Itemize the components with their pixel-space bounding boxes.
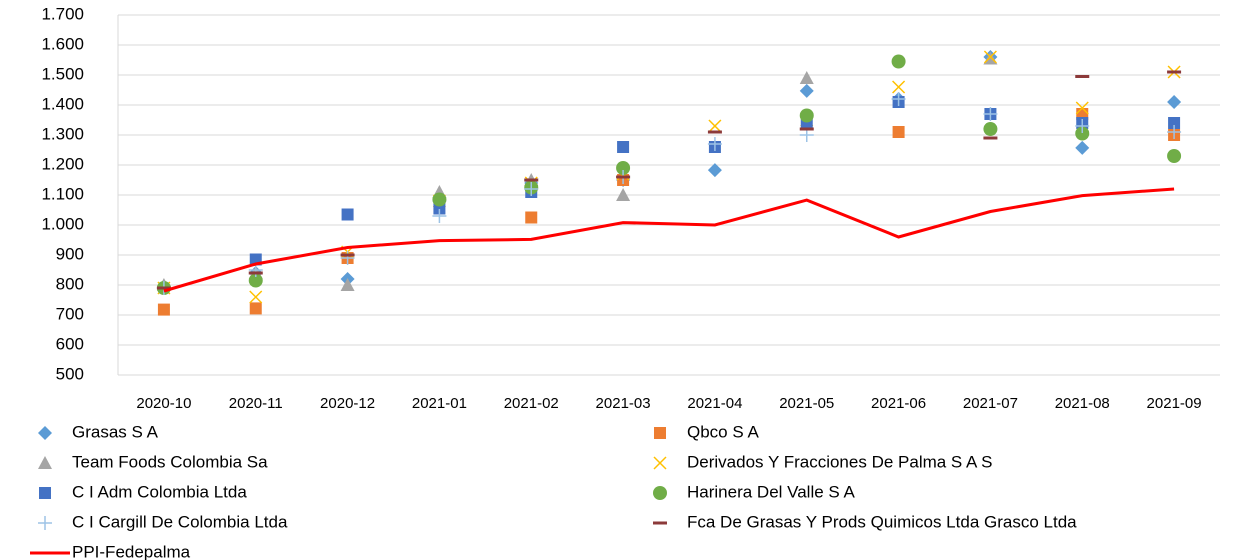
- legend-label: Fca De Grasas Y Prods Quimicos Ltda Gras…: [687, 512, 1077, 531]
- y-tick-label: 1.400: [41, 94, 84, 113]
- x-tick-label: 2020-12: [320, 395, 375, 412]
- y-tick-label: 1.200: [41, 154, 84, 173]
- legend-label: C I Adm Colombia Ltda: [72, 482, 247, 501]
- point: [891, 54, 906, 69]
- x-tick-label: 2020-10: [136, 395, 191, 412]
- legend-swatch: [38, 456, 52, 469]
- point: [983, 50, 997, 64]
- point: [524, 182, 539, 196]
- legend-swatch: [653, 486, 667, 500]
- legend-label: PPI-Fedepalma: [72, 542, 191, 560]
- legend-swatch: [654, 427, 666, 439]
- legend-swatch: [653, 456, 667, 470]
- point: [340, 278, 355, 291]
- point: [1075, 140, 1090, 155]
- point: [1167, 95, 1182, 109]
- point: [432, 192, 447, 207]
- point: [248, 273, 263, 288]
- point: [892, 80, 906, 94]
- y-tick-label: 600: [56, 334, 84, 353]
- point: [157, 303, 170, 316]
- y-tick-label: 800: [56, 274, 84, 293]
- point: [340, 251, 355, 265]
- point: [616, 161, 631, 175]
- legend-label: Qbco S A: [687, 422, 759, 441]
- x-tick-label: 2020-11: [229, 395, 283, 412]
- x-tick-label: 2021-03: [596, 395, 651, 412]
- point: [1075, 126, 1090, 141]
- point: [617, 141, 630, 153]
- y-tick-label: 700: [56, 304, 84, 323]
- x-tick-label: 2021-04: [687, 395, 742, 412]
- y-tick-label: 1.300: [41, 124, 84, 143]
- x-tick-label: 2021-07: [963, 395, 1018, 412]
- y-tick-label: 500: [56, 364, 84, 383]
- point: [799, 83, 814, 98]
- point: [1168, 117, 1181, 129]
- point: [707, 163, 722, 178]
- legend-label: Team Foods Colombia Sa: [72, 452, 268, 471]
- legend-swatch: [38, 426, 52, 440]
- legend-swatch: [38, 516, 52, 530]
- y-tick-label: 1.700: [41, 4, 84, 23]
- x-tick-label: 2021-01: [412, 395, 467, 412]
- x-tick-label: 2021-06: [871, 395, 926, 412]
- legend-label: Harinera Del Valle S A: [687, 482, 856, 501]
- point: [708, 119, 722, 133]
- point: [1167, 149, 1182, 163]
- legend-swatch: [39, 487, 51, 499]
- point: [983, 107, 998, 121]
- point: [616, 188, 631, 201]
- x-tick-label: 2021-09: [1147, 395, 1202, 412]
- point: [799, 108, 814, 123]
- x-tick-label: 2021-05: [779, 395, 834, 412]
- point: [891, 92, 906, 106]
- point: [799, 71, 814, 84]
- y-tick-label: 1.600: [41, 34, 84, 53]
- point: [892, 126, 905, 138]
- legend-label: C I Cargill De Colombia Ltda: [72, 512, 288, 531]
- point: [707, 137, 722, 151]
- point: [1075, 101, 1089, 115]
- point: [983, 122, 998, 136]
- y-tick-label: 1.000: [41, 214, 84, 233]
- point: [341, 208, 354, 221]
- y-tick-label: 1.100: [41, 184, 84, 203]
- legend-label: Derivados Y Fracciones De Palma S A S: [687, 452, 993, 471]
- point: [249, 302, 262, 315]
- point: [249, 290, 263, 304]
- x-tick-label: 2021-02: [504, 395, 559, 412]
- y-tick-label: 1.500: [41, 64, 84, 83]
- y-tick-label: 900: [56, 244, 84, 263]
- x-tick-label: 2021-08: [1055, 395, 1110, 412]
- line: [163, 187, 1175, 293]
- point: [1167, 125, 1182, 139]
- point: [432, 209, 447, 223]
- point: [525, 211, 538, 224]
- point: [1075, 119, 1090, 133]
- legend-label: Grasas S A: [72, 422, 159, 441]
